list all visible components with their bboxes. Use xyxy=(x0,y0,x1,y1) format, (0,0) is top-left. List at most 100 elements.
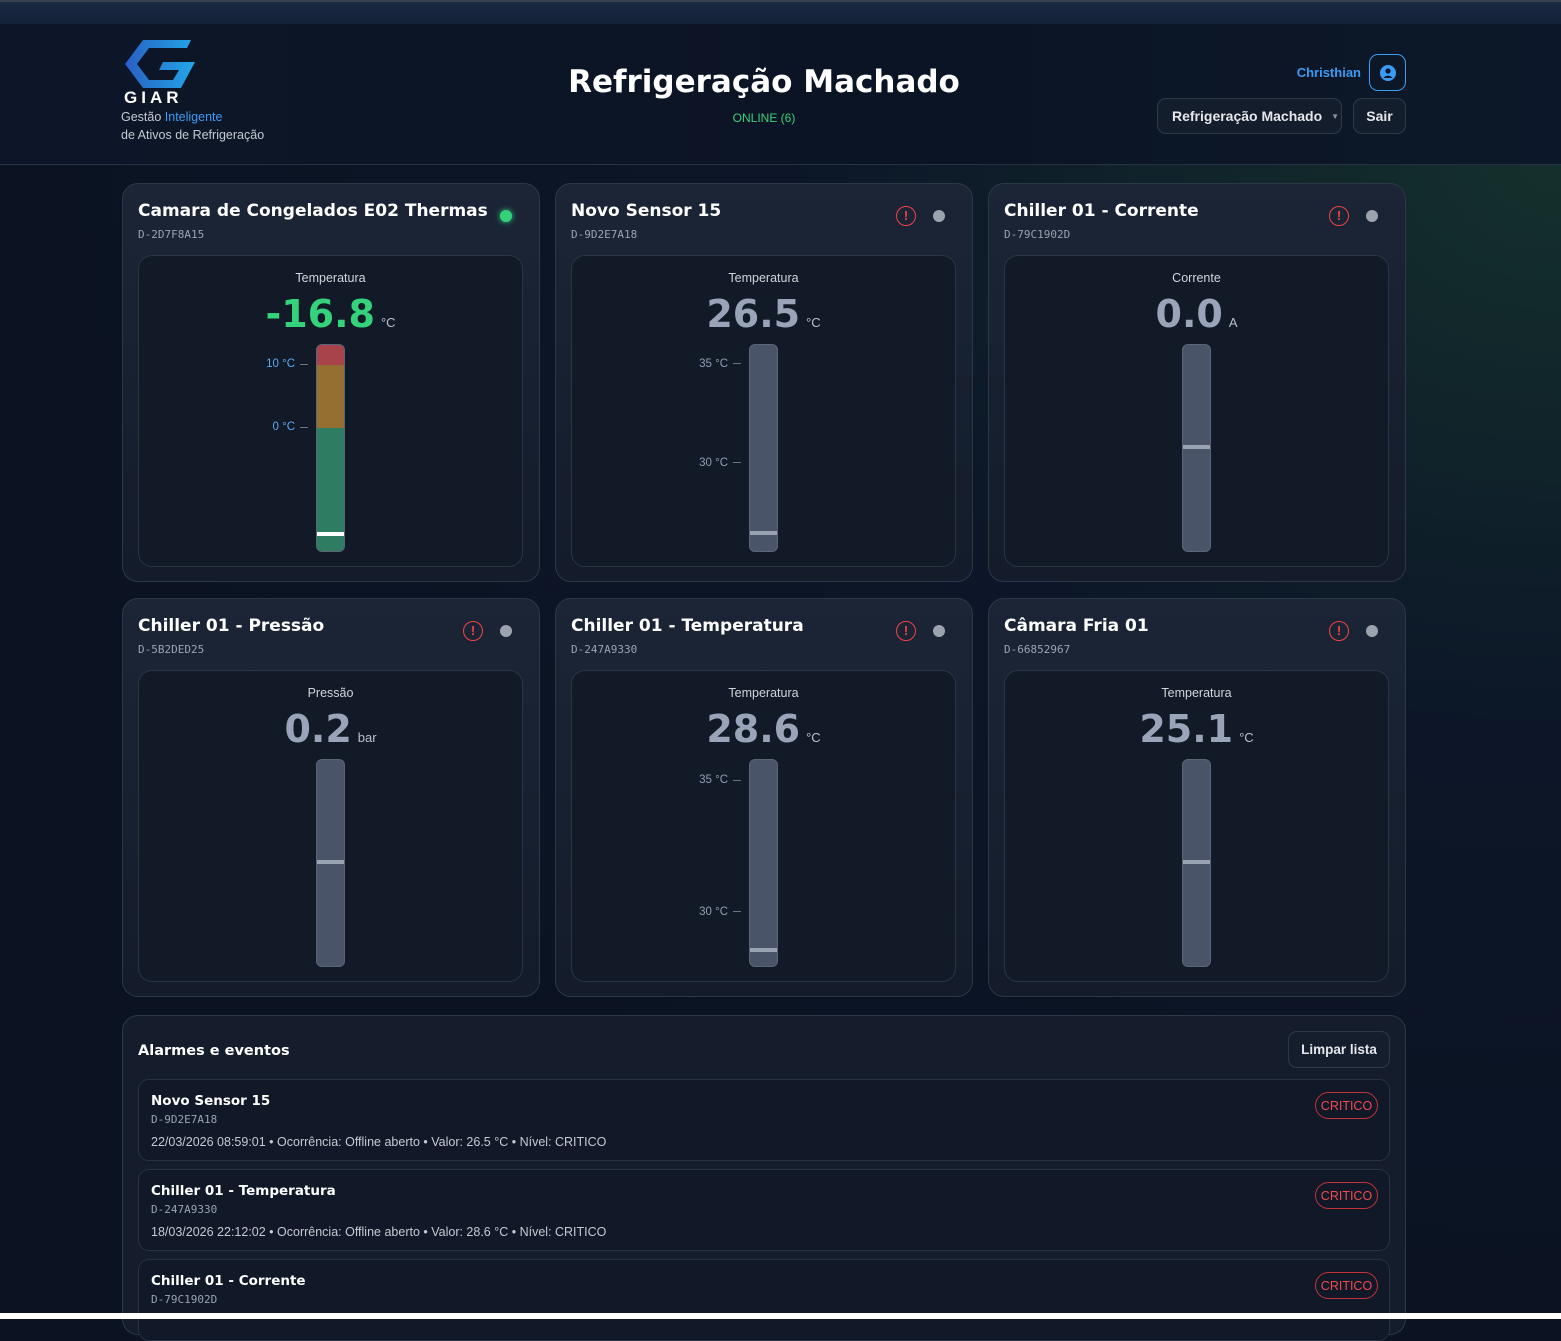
severity-badge: CRITICO xyxy=(1315,1092,1378,1119)
device-name: Chiller 01 - Temperatura xyxy=(571,616,804,636)
device-name: Chiller 01 - Pressão xyxy=(138,616,325,636)
gauge: Corrente 0.0 A xyxy=(1004,255,1389,567)
metric-unit: bar xyxy=(357,730,377,745)
zone-warn xyxy=(317,365,344,429)
device-id: D-5B2DED25 xyxy=(138,643,205,656)
metric-label: Temperatura xyxy=(1161,686,1232,700)
device-card[interactable]: Camara de Congelados E02 Thermas D-2D7F8… xyxy=(122,183,540,582)
value-marker xyxy=(750,531,777,536)
status-dot xyxy=(933,210,945,222)
metric-unit: °C xyxy=(806,315,821,330)
alarm-detail: 18/03/2026 22:12:02 • Ocorrência: Offlin… xyxy=(151,1225,607,1239)
metric-unit: °C xyxy=(1239,730,1254,745)
gauge: Temperatura 25.1 °C xyxy=(1004,670,1389,982)
user-profile-button[interactable] xyxy=(1369,54,1406,91)
gauge-bar xyxy=(316,344,345,552)
alarm-device-id: D-9D2E7A18 xyxy=(151,1113,218,1126)
clear-list-button[interactable]: Limpar lista xyxy=(1288,1031,1390,1068)
alarm-device-id: D-247A9330 xyxy=(151,1203,218,1216)
alarm-item[interactable]: Chiller 01 - Corrente D-79C1902D CRITICO xyxy=(138,1259,1390,1341)
severity-badge: CRITICO xyxy=(1315,1182,1378,1209)
scale-tick: 35 °C xyxy=(699,774,741,786)
alarm-device-name: Chiller 01 - Temperatura xyxy=(151,1183,336,1199)
giar-logo-icon xyxy=(125,40,195,88)
zone-high xyxy=(317,345,344,366)
device-card[interactable]: Chiller 01 - Corrente D-79C1902D ! Corre… xyxy=(988,183,1406,582)
tagline: Gestão Inteligente de Ativos de Refrigera… xyxy=(121,110,265,142)
alert-icon[interactable]: ! xyxy=(1329,621,1349,641)
device-id: D-66852967 xyxy=(1004,643,1071,656)
gauge-bar xyxy=(749,344,778,552)
alarms-title: Alarmes e eventos xyxy=(138,1043,290,1059)
value-marker xyxy=(1183,859,1210,864)
logo[interactable]: GIAR Gestão Inteligente de Ativos de Refr… xyxy=(121,38,264,144)
metric-label: Temperatura xyxy=(728,686,799,700)
gauge-bar xyxy=(1182,759,1211,967)
scale-tick: 10 °C xyxy=(266,358,308,370)
gauge: Temperatura 28.6 °C 35 °C 30 °C xyxy=(571,670,956,982)
status-dot xyxy=(1366,210,1378,222)
alarm-device-id: D-79C1902D xyxy=(151,1293,218,1306)
metric-label: Temperatura xyxy=(728,271,799,285)
metric-value: 0.0 A xyxy=(1155,292,1238,336)
alert-icon[interactable]: ! xyxy=(896,621,916,641)
gauge-bar xyxy=(749,759,778,967)
value-marker xyxy=(750,947,777,952)
scale-tick: 30 °C xyxy=(699,906,741,918)
alarm-item[interactable]: Novo Sensor 15 D-9D2E7A18 22/03/2026 08:… xyxy=(138,1079,1390,1161)
alert-icon[interactable]: ! xyxy=(896,206,916,226)
value-marker xyxy=(317,532,344,537)
device-id: D-79C1902D xyxy=(1004,228,1071,241)
device-name: Chiller 01 - Corrente xyxy=(1004,201,1199,221)
gauge-bar xyxy=(1182,344,1211,552)
status-dot xyxy=(500,625,512,637)
status-dot xyxy=(500,210,512,222)
device-id: D-9D2E7A18 xyxy=(571,228,638,241)
metric-value: -16.8 °C xyxy=(265,292,396,336)
metric-label: Pressão xyxy=(307,686,354,700)
alarm-detail: 22/03/2026 08:59:01 • Ocorrência: Offlin… xyxy=(151,1135,607,1149)
brand-name: GIAR xyxy=(124,88,183,107)
scale-tick: 0 °C xyxy=(273,421,309,433)
scale-tick: 35 °C xyxy=(699,358,741,370)
bottom-edge xyxy=(0,1313,1561,1319)
app-header: GIAR Gestão Inteligente de Ativos de Refr… xyxy=(0,24,1561,165)
device-card[interactable]: Chiller 01 - Temperatura D-247A9330 ! Te… xyxy=(555,598,973,997)
status-dot xyxy=(1366,625,1378,637)
browser-top-strip xyxy=(0,0,1561,24)
device-id: D-2D7F8A15 xyxy=(138,228,205,241)
metric-value: 28.6 °C xyxy=(706,707,821,751)
logout-button[interactable]: Sair xyxy=(1353,98,1406,134)
gauge: Temperatura -16.8 °C 10 °C 0 °C xyxy=(138,255,523,567)
metric-unit: °C xyxy=(806,730,821,745)
zone-ok xyxy=(317,428,344,551)
device-id: D-247A9330 xyxy=(571,643,638,656)
gauge: Pressão 0.2 bar xyxy=(138,670,523,982)
company-select[interactable]: Refrigeração Machado ▼ xyxy=(1157,98,1342,134)
user-name[interactable]: Christhian xyxy=(1296,65,1361,80)
device-card[interactable]: Chiller 01 - Pressão D-5B2DED25 ! Pressã… xyxy=(122,598,540,997)
gauge: Temperatura 26.5 °C 35 °C 30 °C xyxy=(571,255,956,567)
status-dot xyxy=(933,625,945,637)
device-name: Camara de Congelados E02 Thermas xyxy=(138,201,488,221)
online-status: ONLINE (6) xyxy=(732,111,796,125)
gauge-bar xyxy=(316,759,345,967)
device-card[interactable]: Novo Sensor 15 D-9D2E7A18 ! Temperatura … xyxy=(555,183,973,582)
alert-icon[interactable]: ! xyxy=(463,621,483,641)
metric-unit: A xyxy=(1228,315,1238,330)
user-icon xyxy=(1379,64,1396,81)
value-marker xyxy=(317,859,344,864)
metric-unit: °C xyxy=(380,315,396,330)
scale-tick: 30 °C xyxy=(699,457,741,469)
value-marker xyxy=(1183,444,1210,449)
metric-label: Corrente xyxy=(1172,271,1221,285)
alarm-item[interactable]: Chiller 01 - Temperatura D-247A9330 18/0… xyxy=(138,1169,1390,1251)
device-name: Novo Sensor 15 xyxy=(571,201,722,221)
metric-value: 26.5 °C xyxy=(706,292,821,336)
alert-icon[interactable]: ! xyxy=(1329,206,1349,226)
severity-badge: CRITICO xyxy=(1315,1272,1378,1299)
alarms-panel: Alarmes e eventos Limpar lista Novo Sens… xyxy=(122,1015,1406,1341)
page-title: Refrigeração Machado xyxy=(568,64,960,100)
dashboard: Camara de Congelados E02 Thermas D-2D7F8… xyxy=(0,165,1561,1341)
device-card[interactable]: Câmara Fria 01 D-66852967 ! Temperatura … xyxy=(988,598,1406,997)
